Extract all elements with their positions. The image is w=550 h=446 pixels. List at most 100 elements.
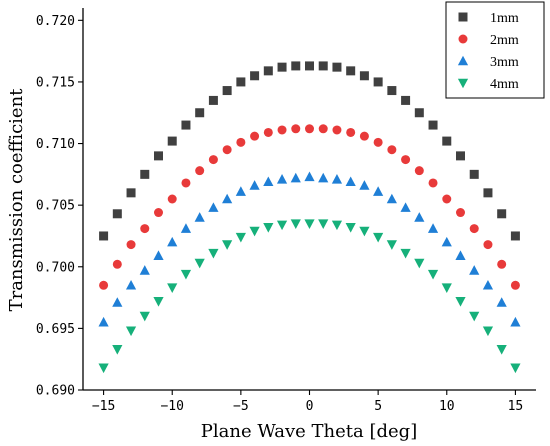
data-point bbox=[496, 345, 507, 355]
data-point bbox=[455, 296, 466, 307]
legend-marker bbox=[457, 78, 469, 89]
data-point bbox=[291, 61, 301, 71]
x-tick-label: 0 bbox=[306, 399, 314, 414]
data-point bbox=[373, 77, 383, 87]
data-point bbox=[332, 62, 342, 72]
data-point bbox=[331, 220, 343, 231]
legend-label: 3mm bbox=[490, 55, 519, 70]
data-point bbox=[222, 145, 232, 155]
data-point bbox=[414, 212, 425, 222]
data-point bbox=[98, 316, 109, 327]
data-point bbox=[235, 232, 246, 243]
data-point bbox=[236, 137, 246, 147]
data-point bbox=[318, 219, 329, 229]
data-point bbox=[112, 209, 122, 219]
data-point bbox=[125, 279, 137, 290]
data-point bbox=[318, 124, 328, 134]
data-point bbox=[386, 193, 397, 204]
x-tick-label: 5 bbox=[374, 399, 382, 414]
y-tick-label: 0.700 bbox=[36, 260, 75, 275]
legend: 1mm 2mm 3mm 4mm bbox=[445, 1, 545, 99]
data-point bbox=[346, 66, 356, 76]
data-point bbox=[456, 208, 465, 218]
data-point bbox=[469, 169, 479, 179]
data-point bbox=[497, 209, 507, 219]
data-point bbox=[346, 127, 356, 137]
data-point bbox=[139, 265, 150, 275]
y-ticks: 0.690 0.695 0.700 0.705 0.710 0.715 0.720 bbox=[36, 14, 83, 399]
data-point bbox=[195, 108, 205, 118]
data-point bbox=[167, 194, 177, 204]
data-point bbox=[427, 223, 439, 233]
data-point bbox=[263, 127, 273, 137]
data-point bbox=[290, 219, 301, 229]
data-point bbox=[482, 279, 494, 290]
data-point bbox=[332, 125, 342, 135]
data-point bbox=[112, 297, 123, 307]
data-point bbox=[345, 176, 356, 187]
data-point bbox=[428, 178, 438, 188]
data-point bbox=[249, 180, 260, 190]
data-point bbox=[126, 188, 136, 198]
data-point bbox=[140, 224, 150, 234]
data-point bbox=[181, 120, 191, 130]
data-point bbox=[291, 124, 301, 134]
data-point bbox=[263, 223, 274, 233]
x-tick-label: −10 bbox=[160, 399, 183, 414]
data-point bbox=[359, 131, 369, 141]
data-point bbox=[208, 95, 218, 105]
data-point bbox=[167, 136, 177, 146]
data-point bbox=[427, 269, 439, 280]
data-point bbox=[456, 151, 465, 161]
legend-label: 2mm bbox=[490, 33, 519, 48]
data-point bbox=[276, 220, 288, 231]
x-axis-title: Plane Wave Theta [deg] bbox=[201, 421, 417, 442]
data-point bbox=[510, 280, 520, 290]
data-point bbox=[441, 236, 452, 247]
data-point bbox=[414, 166, 424, 176]
data-point bbox=[373, 186, 384, 196]
data-point bbox=[442, 194, 452, 204]
data-point bbox=[194, 212, 205, 222]
legend-marker bbox=[458, 12, 468, 22]
x-tick-label: 15 bbox=[508, 399, 524, 414]
series-4mm bbox=[98, 219, 521, 374]
data-point bbox=[483, 188, 493, 198]
data-point bbox=[277, 125, 287, 135]
y-tick-label: 0.695 bbox=[36, 322, 75, 337]
data-point bbox=[208, 155, 218, 165]
legend-marker bbox=[458, 34, 468, 44]
data-point bbox=[510, 363, 521, 374]
y-tick-label: 0.705 bbox=[36, 199, 75, 214]
y-tick-label: 0.720 bbox=[36, 14, 75, 29]
data-point bbox=[318, 172, 329, 183]
data-point bbox=[373, 137, 383, 147]
data-point bbox=[428, 120, 438, 130]
data-point bbox=[483, 240, 493, 250]
data-point bbox=[222, 240, 233, 250]
data-point bbox=[373, 232, 384, 243]
data-point bbox=[387, 86, 397, 96]
x-tick-label: 10 bbox=[439, 399, 455, 414]
data-point bbox=[263, 176, 274, 187]
data-point bbox=[99, 231, 109, 241]
series-1mm bbox=[99, 61, 520, 241]
data-point bbox=[318, 61, 328, 71]
data-point bbox=[304, 171, 315, 182]
data-point bbox=[140, 169, 150, 179]
y-tick-label: 0.690 bbox=[36, 384, 75, 399]
x-ticks: −15 −10 −5 0 5 10 15 bbox=[92, 390, 523, 414]
data-point bbox=[181, 178, 191, 188]
data-point bbox=[442, 136, 452, 146]
y-tick-label: 0.715 bbox=[36, 75, 75, 90]
data-point bbox=[387, 145, 397, 155]
data-point bbox=[496, 297, 507, 307]
y-tick-label: 0.710 bbox=[36, 137, 75, 152]
data-point bbox=[359, 71, 369, 81]
data-point bbox=[305, 61, 314, 71]
series-3mm bbox=[98, 171, 521, 327]
data-point bbox=[304, 219, 315, 229]
data-points bbox=[98, 61, 521, 374]
data-point bbox=[154, 151, 163, 161]
